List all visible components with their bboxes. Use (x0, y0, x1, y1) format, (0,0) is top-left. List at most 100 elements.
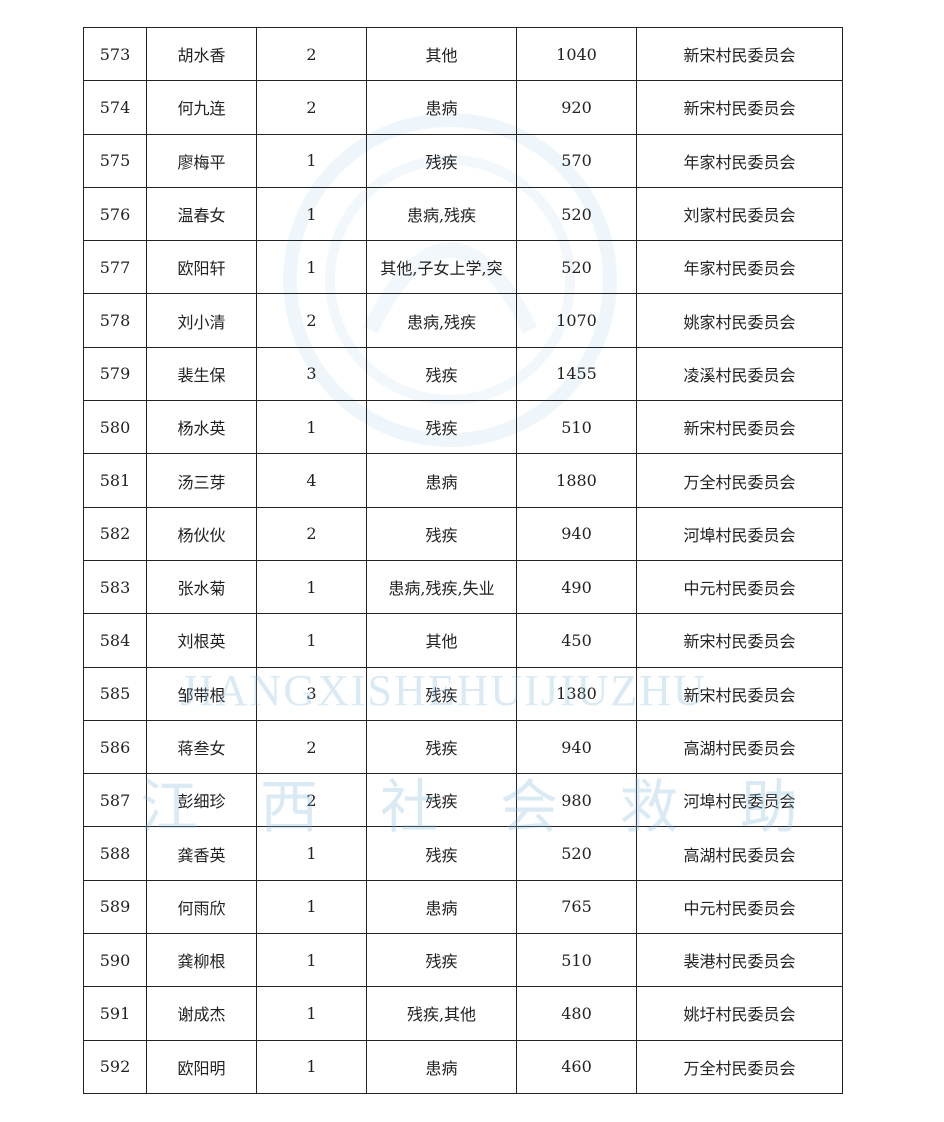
amount-cell: 480 (516, 986, 637, 1041)
amount-cell: 450 (516, 613, 637, 668)
table-row: 590 龚柳根 1 残疾 510 裴港村民委员会 (83, 933, 843, 988)
village-committee-cell: 刘家村民委员会 (636, 186, 843, 242)
name-cell: 蒋叁女 (146, 719, 257, 775)
household-size-cell: 1 (256, 186, 367, 242)
village-committee-cell: 高湖村民委员会 (636, 719, 843, 775)
village-committee-cell: 姚圩村民委员会 (636, 986, 843, 1041)
amount-cell: 1040 (516, 26, 637, 82)
amount-cell: 510 (516, 933, 637, 988)
row-number-cell: 589 (83, 879, 147, 935)
row-number-cell: 581 (83, 453, 147, 508)
row-number-cell: 579 (83, 346, 147, 402)
name-cell: 欧阳明 (146, 1039, 257, 1094)
household-size-cell: 2 (256, 719, 367, 775)
amount-cell: 1380 (516, 666, 637, 721)
table-row: 573 胡水香 2 其他 1040 新宋村民委员会 (83, 26, 843, 82)
amount-cell: 510 (516, 400, 637, 455)
household-size-cell: 4 (256, 453, 367, 508)
household-size-cell: 1 (256, 400, 367, 455)
household-size-cell: 3 (256, 346, 367, 402)
reason-cell: 残疾 (366, 666, 517, 721)
table-row: 592 欧阳明 1 患病 460 万全村民委员会 (83, 1039, 843, 1094)
amount-cell: 490 (516, 559, 637, 615)
name-cell: 何九连 (146, 80, 257, 135)
name-cell: 廖梅平 (146, 133, 257, 188)
row-number-cell: 586 (83, 719, 147, 775)
village-committee-cell: 新宋村民委员会 (636, 26, 843, 82)
village-committee-cell: 年家村民委员会 (636, 240, 843, 295)
name-cell: 龚香英 (146, 826, 257, 881)
village-committee-cell: 中元村民委员会 (636, 879, 843, 935)
row-number-cell: 587 (83, 773, 147, 828)
table-row: 574 何九连 2 患病 920 新宋村民委员会 (83, 80, 843, 135)
reason-cell: 残疾 (366, 346, 517, 402)
table-row: 577 欧阳轩 1 其他,子女上学,突 520 年家村民委员会 (83, 240, 843, 295)
village-committee-cell: 河埠村民委员会 (636, 773, 843, 828)
village-committee-cell: 万全村民委员会 (636, 1039, 843, 1094)
table-row: 582 杨伙伙 2 残疾 940 河埠村民委员会 (83, 506, 843, 561)
table-row: 586 蒋叁女 2 残疾 940 高湖村民委员会 (83, 719, 843, 775)
reason-cell: 患病 (366, 1039, 517, 1094)
household-size-cell: 2 (256, 506, 367, 561)
village-committee-cell: 河埠村民委员会 (636, 506, 843, 561)
reason-cell: 患病 (366, 80, 517, 135)
household-size-cell: 1 (256, 559, 367, 615)
reason-cell: 残疾 (366, 133, 517, 188)
amount-cell: 520 (516, 186, 637, 242)
row-number-cell: 574 (83, 80, 147, 135)
household-size-cell: 1 (256, 986, 367, 1041)
name-cell: 刘根英 (146, 613, 257, 668)
table-row: 584 刘根英 1 其他 450 新宋村民委员会 (83, 613, 843, 668)
name-cell: 何雨欣 (146, 879, 257, 935)
name-cell: 裴生保 (146, 346, 257, 402)
amount-cell: 520 (516, 240, 637, 295)
reason-cell: 其他,子女上学,突 (366, 240, 517, 295)
village-committee-cell: 裴港村民委员会 (636, 933, 843, 988)
reason-cell: 残疾 (366, 719, 517, 775)
row-number-cell: 583 (83, 559, 147, 615)
table-row: 583 张水菊 1 患病,残疾,失业 490 中元村民委员会 (83, 559, 843, 615)
amount-cell: 1455 (516, 346, 637, 402)
name-cell: 张水菊 (146, 559, 257, 615)
name-cell: 杨伙伙 (146, 506, 257, 561)
row-number-cell: 576 (83, 186, 147, 242)
table-row: 575 廖梅平 1 残疾 570 年家村民委员会 (83, 133, 843, 188)
row-number-cell: 575 (83, 133, 147, 188)
row-number-cell: 582 (83, 506, 147, 561)
village-committee-cell: 姚家村民委员会 (636, 293, 843, 348)
household-size-cell: 2 (256, 80, 367, 135)
household-size-cell: 2 (256, 773, 367, 828)
amount-cell: 520 (516, 826, 637, 881)
row-number-cell: 573 (83, 26, 147, 82)
amount-cell: 940 (516, 506, 637, 561)
village-committee-cell: 新宋村民委员会 (636, 80, 843, 135)
reason-cell: 残疾 (366, 506, 517, 561)
table-row: 587 彭细珍 2 残疾 980 河埠村民委员会 (83, 773, 843, 828)
name-cell: 彭细珍 (146, 773, 257, 828)
row-number-cell: 592 (83, 1039, 147, 1094)
reason-cell: 其他 (366, 613, 517, 668)
reason-cell: 患病,残疾 (366, 293, 517, 348)
reason-cell: 残疾 (366, 933, 517, 988)
reason-cell: 患病 (366, 453, 517, 508)
row-number-cell: 577 (83, 240, 147, 295)
row-number-cell: 590 (83, 933, 147, 988)
household-size-cell: 1 (256, 933, 367, 988)
village-committee-cell: 新宋村民委员会 (636, 666, 843, 721)
table-row: 581 汤三芽 4 患病 1880 万全村民委员会 (83, 453, 843, 508)
table-row: 578 刘小清 2 患病,残疾 1070 姚家村民委员会 (83, 293, 843, 348)
village-committee-cell: 凌溪村民委员会 (636, 346, 843, 402)
household-size-cell: 2 (256, 26, 367, 82)
village-committee-cell: 万全村民委员会 (636, 453, 843, 508)
amount-cell: 460 (516, 1039, 637, 1094)
household-size-cell: 1 (256, 613, 367, 668)
reason-cell: 其他 (366, 26, 517, 82)
household-size-cell: 1 (256, 1039, 367, 1094)
household-size-cell: 1 (256, 879, 367, 935)
reason-cell: 患病,残疾 (366, 186, 517, 242)
village-committee-cell: 中元村民委员会 (636, 559, 843, 615)
name-cell: 邹带根 (146, 666, 257, 721)
village-committee-cell: 高湖村民委员会 (636, 826, 843, 881)
table-row: 579 裴生保 3 残疾 1455 凌溪村民委员会 (83, 346, 843, 402)
name-cell: 刘小清 (146, 293, 257, 348)
